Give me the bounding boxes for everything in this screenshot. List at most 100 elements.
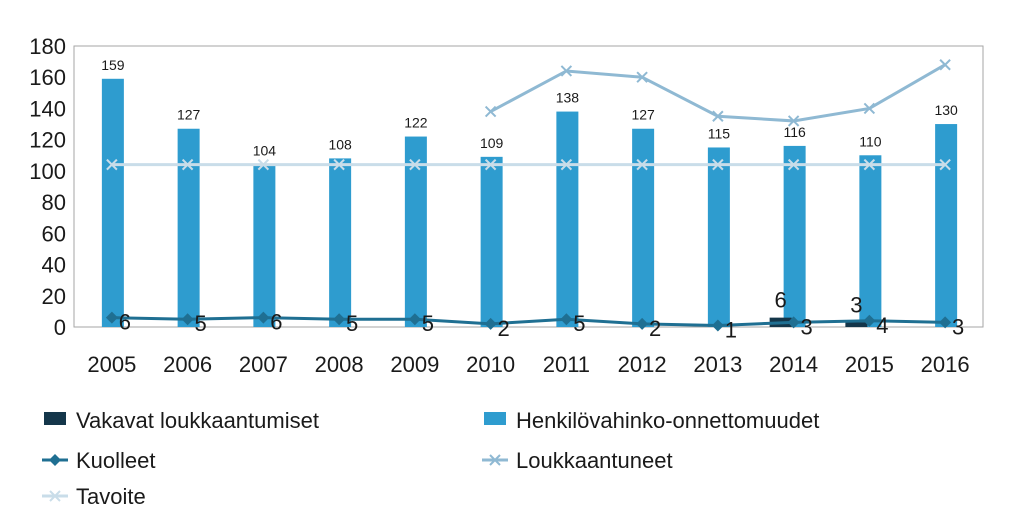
- bar-value-label: 122: [404, 115, 428, 131]
- line-kuolleet: [111, 316, 946, 327]
- x-tick-label: 2011: [543, 352, 590, 377]
- marker-tavoite: [106, 158, 118, 171]
- line-value-label: 2: [498, 316, 510, 341]
- marker-loukkaantuneet: [560, 65, 573, 77]
- bar-henkilovahinko: [556, 111, 579, 327]
- line-value-label: 2: [649, 316, 661, 341]
- bar-henkilovahinko: [783, 145, 806, 327]
- marker-tavoite: [181, 158, 194, 171]
- y-axis: 0 20 40 60 80 100 120 140 160 180: [29, 34, 66, 340]
- legend-label-tavoite: Tavoite: [76, 484, 146, 509]
- bar-value-label: 116: [783, 124, 806, 140]
- legend-marker-kuolleet: [49, 454, 61, 466]
- line-value-label: 3: [952, 314, 964, 339]
- bar-value-label: 115: [708, 125, 731, 141]
- marker-kuolleet: [863, 314, 876, 327]
- x-tick-label: 2015: [845, 352, 894, 377]
- marker-tavoite: [560, 158, 573, 171]
- y-tick-label: 180: [29, 34, 66, 59]
- marker-tavoite: [484, 158, 497, 171]
- bar-henkilovahinko: [253, 164, 276, 327]
- y-tick-label: 120: [29, 128, 66, 153]
- legend-label-loukkaantuneet: Loukkaantuneet: [516, 448, 673, 473]
- x-tick-label: 2006: [163, 352, 212, 377]
- x-axis: 2005 2006 2007 2008 2009 2010 2011 2012 2013 2014…: [87, 352, 969, 377]
- legend-label-vakavat-loukkaantumiset: Vakavat loukkaantumiset: [76, 408, 319, 433]
- marker-tavoite: [939, 158, 951, 171]
- bar-henkilovahinko: [329, 158, 352, 327]
- marker-kuolleet: [333, 313, 346, 326]
- marker-kuolleet: [257, 311, 270, 324]
- marker-loukkaantuneet: [863, 102, 876, 115]
- bar-henkilovahinko: [480, 156, 503, 327]
- line-value-label: 5: [573, 311, 585, 336]
- marker-tavoite: [863, 158, 876, 171]
- bar-value-label: 110: [859, 133, 882, 149]
- bar-henkilovahinko: [101, 78, 124, 328]
- marker-tavoite: [787, 158, 800, 171]
- x-tick-label: 2010: [466, 352, 515, 377]
- legend-label-henkil-vahinko-onnettomuudet: Henkilövahinko-onnettomuudet: [516, 408, 819, 433]
- x-tick-label: 2014: [769, 352, 818, 377]
- x-tick-label: 2012: [618, 352, 667, 377]
- plot-border: [73, 45, 984, 328]
- bar-value-label: 104: [253, 143, 277, 159]
- bar-value-label: 108: [328, 136, 352, 152]
- marker-loukkaantuneet: [484, 105, 497, 118]
- x-tick-label: 2007: [239, 352, 288, 377]
- plot-frame: [73, 45, 984, 328]
- bar-henkilovahinko: [707, 147, 730, 327]
- bar-value-label: 159: [101, 57, 125, 73]
- bar-value-label: 127: [631, 107, 655, 123]
- bars: [101, 78, 958, 328]
- y-tick-label: 80: [42, 190, 66, 215]
- legend: Vakavat loukkaantumiset Henkilövahinko-on…: [42, 408, 819, 509]
- lines: [105, 59, 952, 332]
- marker-tavoite: [636, 158, 648, 171]
- bar-value-label: 109: [480, 135, 504, 151]
- legend-marker-loukkaantuneet: [489, 454, 501, 466]
- x-tick-label: 2008: [315, 352, 364, 377]
- y-tick-label: 160: [29, 65, 66, 90]
- bar-henkilovahinko: [935, 124, 958, 327]
- line-value-label: 1: [725, 317, 737, 342]
- legend-swatch-henkil-vahinko-onnettomuudet: [484, 412, 506, 425]
- line-value-label: 6: [119, 310, 131, 335]
- x-tick-label: 2013: [693, 352, 742, 377]
- marker-loukkaantuneet: [712, 110, 724, 122]
- marker-tavoite: [257, 158, 270, 171]
- line-value-label: 3: [801, 314, 813, 339]
- bar-henkilovahinko: [177, 128, 200, 327]
- bar-vakavat: [845, 322, 868, 327]
- legend-swatch-vakavat-loukkaantumiset: [44, 412, 66, 425]
- y-tick-label: 60: [42, 221, 66, 246]
- marker-kuolleet: [636, 317, 649, 330]
- marker-tavoite: [409, 158, 421, 171]
- marker-kuolleet: [787, 316, 800, 329]
- marker-kuolleet: [711, 319, 724, 332]
- x-tick-label: 2016: [921, 352, 970, 377]
- line-value-label: 5: [346, 311, 358, 336]
- marker-loukkaantuneet: [636, 71, 648, 83]
- bar-henkilovahinko: [632, 128, 655, 327]
- line-value-label: 5: [195, 311, 207, 336]
- bar-value-label: 130: [934, 102, 958, 118]
- bar-vakavat-label: 3: [850, 292, 862, 317]
- y-tick-label: 100: [29, 159, 66, 184]
- marker-loukkaantuneet: [939, 59, 951, 71]
- bar-henkilovahinko: [859, 155, 882, 327]
- bar-henkilovahinko: [404, 136, 427, 327]
- line-value-label: 4: [876, 313, 888, 338]
- marker-tavoite: [333, 158, 345, 171]
- bar-value-label: 138: [556, 90, 580, 106]
- marker-kuolleet: [939, 316, 952, 329]
- marker-tavoite: [712, 158, 724, 171]
- bar-value-label: 127: [177, 107, 201, 123]
- x-tick-label: 2009: [390, 352, 439, 377]
- legend-label-kuolleet: Kuolleet: [76, 448, 156, 473]
- legend-marker-tavoite: [49, 490, 61, 502]
- y-tick-label: 20: [42, 284, 66, 309]
- y-tick-label: 140: [29, 96, 66, 121]
